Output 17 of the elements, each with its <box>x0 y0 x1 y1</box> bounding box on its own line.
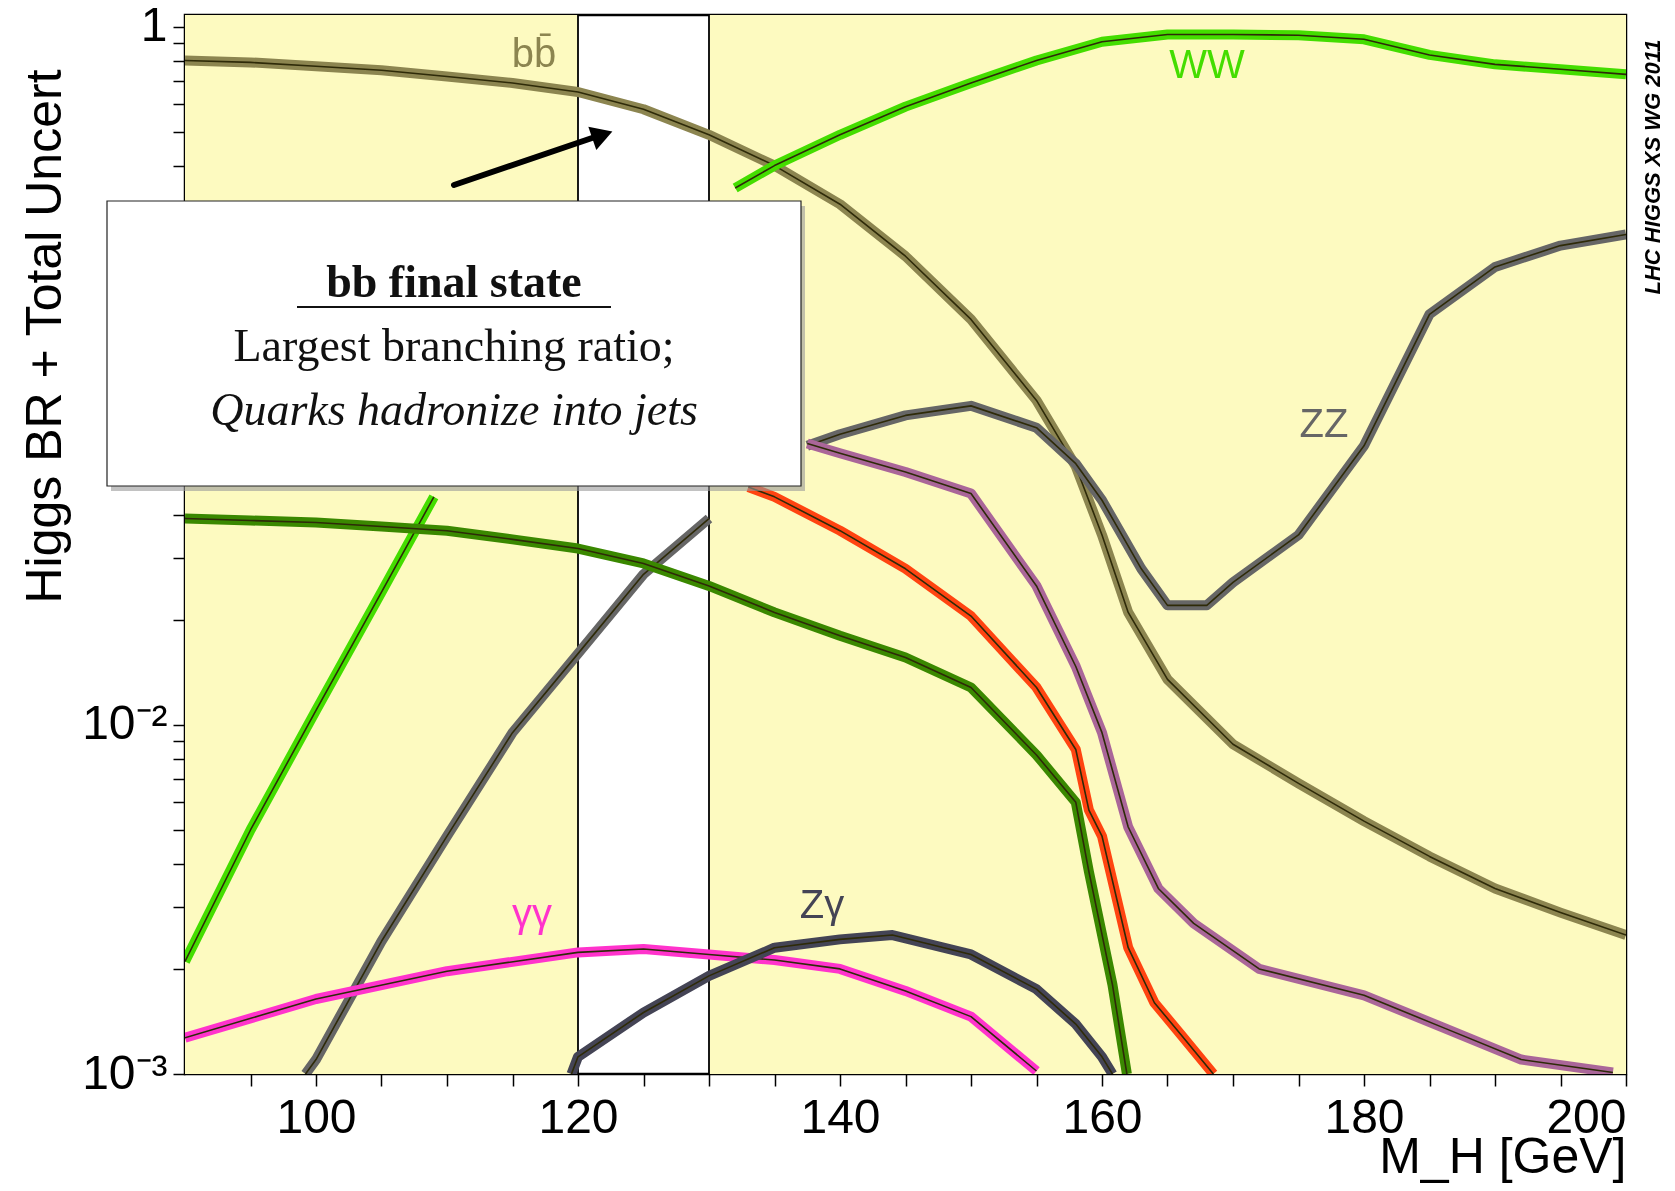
annotation: Quarks hadronize into jets <box>210 384 698 435</box>
series-label: WW <box>1169 42 1245 86</box>
text: LHC HIGGS XS WG 2011 <box>1640 39 1665 295</box>
series-label: bb̄ <box>511 31 557 75</box>
y-tick-label: 1 <box>140 0 168 52</box>
x-tick-label: 120 <box>538 1089 619 1143</box>
x-tick-label: 160 <box>1062 1089 1143 1143</box>
x-tick-label: 140 <box>800 1089 881 1143</box>
series-label: γγ <box>512 891 552 935</box>
x-tick-label: 100 <box>276 1089 357 1143</box>
y-tick-label: 10⁻² <box>82 696 168 750</box>
series-label: ZZ <box>1299 401 1349 445</box>
annotation: Largest branching ratio; <box>233 320 675 371</box>
annotation: bb final state <box>326 256 582 307</box>
series-label: Zγ <box>799 882 845 926</box>
y-tick-label: 10⁻³ <box>82 1045 168 1099</box>
y-axis-title: Higgs BR + Total Uncert <box>15 69 72 604</box>
